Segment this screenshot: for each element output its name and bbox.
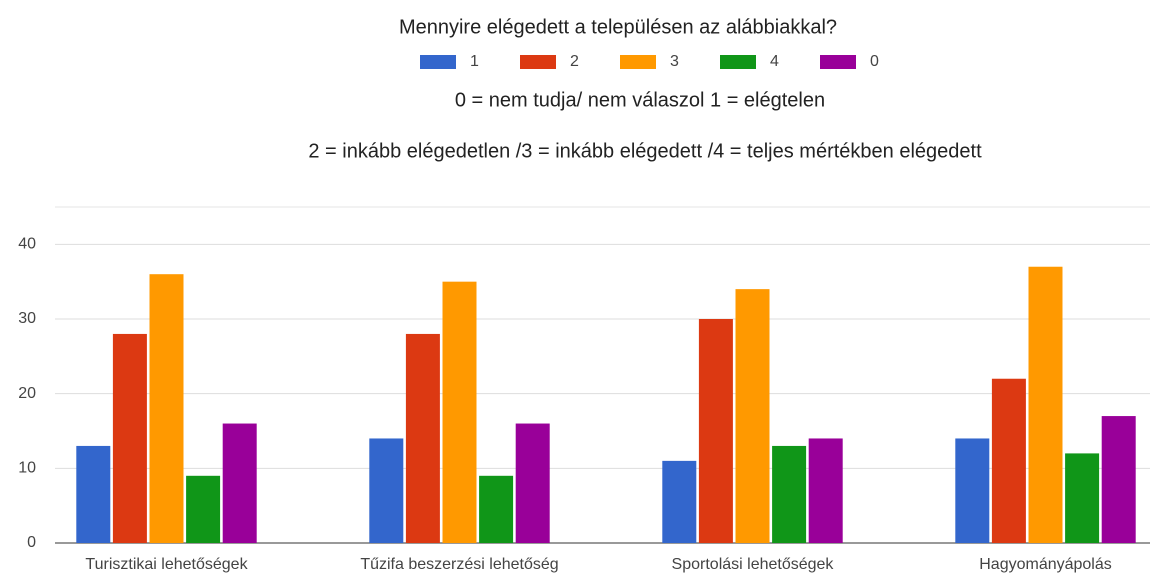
bar [186, 475, 221, 543]
bar [662, 460, 697, 543]
bar [369, 438, 404, 543]
y-tick-label: 0 [27, 534, 36, 551]
bar [772, 445, 807, 543]
bar [991, 378, 1026, 543]
bar [222, 423, 257, 543]
y-tick-label: 10 [18, 460, 36, 477]
legend-label: 3 [670, 53, 679, 70]
bar [515, 423, 550, 543]
legend-label: 2 [570, 53, 579, 70]
y-tick-label: 40 [18, 236, 36, 253]
bar [1028, 266, 1063, 543]
bar [149, 274, 184, 543]
legend-swatch [420, 55, 456, 69]
legend-swatch [720, 55, 756, 69]
y-tick-label: 20 [18, 385, 36, 402]
legend-swatch [820, 55, 856, 69]
chart-subtitle: 2 = inkább elégedetlen /3 = inkább elége… [308, 140, 982, 162]
bar [955, 438, 990, 543]
bar [735, 289, 770, 543]
legend-swatch [520, 55, 556, 69]
y-tick-label: 30 [18, 310, 36, 327]
legend-label: 1 [470, 53, 479, 70]
legend-swatch [620, 55, 656, 69]
bar [405, 333, 440, 543]
legend-label: 0 [870, 53, 879, 70]
bar [76, 445, 111, 543]
x-tick-label: Turisztikai lehetőségek [85, 556, 248, 573]
bar [698, 319, 733, 543]
bar [1101, 416, 1136, 543]
x-tick-label: Hagyományápolás [979, 556, 1112, 573]
bar [112, 333, 147, 543]
chart-subtitle: 0 = nem tudja/ nem válaszol 1 = elégtele… [455, 89, 825, 111]
x-tick-label: Tűzifa beszerzési lehetőség [360, 556, 558, 573]
bar [808, 438, 843, 543]
chart-title: Mennyire elégedett a településen az aláb… [399, 16, 837, 38]
x-tick-label: Sportolási lehetőségek [672, 556, 835, 573]
legend-label: 4 [770, 53, 779, 70]
bar [1065, 453, 1100, 543]
bar [479, 475, 514, 543]
bar [442, 281, 477, 543]
